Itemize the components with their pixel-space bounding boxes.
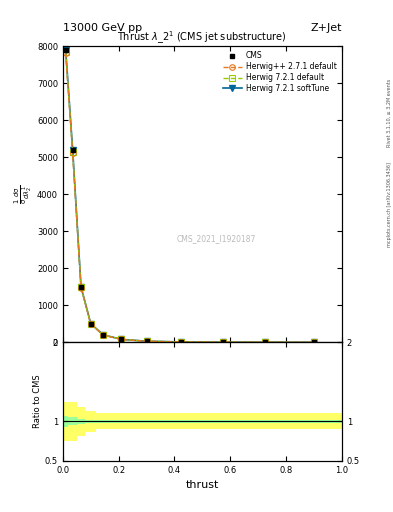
CMS — [101, 332, 106, 338]
Herwig 7.2.1 softTune — [88, 321, 93, 327]
Herwig++ 2.7.1 default — [263, 339, 268, 345]
Herwig 7.2.1 softTune — [63, 47, 68, 53]
Herwig 7.2.1 default — [119, 336, 124, 343]
Line: Herwig 7.2.1 default: Herwig 7.2.1 default — [63, 49, 317, 345]
X-axis label: thrust: thrust — [186, 480, 219, 490]
Line: CMS: CMS — [63, 47, 316, 345]
Herwig++ 2.7.1 default — [88, 321, 93, 327]
Text: mcplots.cern.ch [arXiv:1306.3436]: mcplots.cern.ch [arXiv:1306.3436] — [387, 162, 391, 247]
Herwig 7.2.1 softTune — [221, 339, 226, 345]
Herwig 7.2.1 default — [101, 332, 106, 338]
Text: Z+Jet: Z+Jet — [310, 23, 342, 33]
Herwig++ 2.7.1 default — [70, 151, 75, 157]
CMS — [179, 339, 184, 345]
Herwig 7.2.1 softTune — [79, 284, 83, 290]
CMS — [88, 321, 93, 327]
CMS — [63, 47, 68, 53]
Herwig 7.2.1 default — [263, 339, 268, 345]
Herwig++ 2.7.1 default — [79, 285, 83, 291]
Herwig 7.2.1 default — [179, 339, 184, 345]
Herwig 7.2.1 default — [70, 148, 75, 155]
Herwig 7.2.1 default — [312, 339, 316, 346]
Herwig 7.2.1 default — [79, 284, 83, 290]
CMS — [119, 336, 124, 343]
Herwig++ 2.7.1 default — [63, 50, 68, 56]
CMS — [221, 339, 226, 345]
CMS — [144, 338, 149, 344]
Herwig 7.2.1 default — [88, 321, 93, 327]
Y-axis label: $\frac{1}{\mathrm{\sigma}}\frac{d\mathrm{\sigma}}{d\lambda_2^1}$: $\frac{1}{\mathrm{\sigma}}\frac{d\mathrm… — [13, 184, 34, 204]
Y-axis label: Ratio to CMS: Ratio to CMS — [33, 375, 42, 429]
Herwig++ 2.7.1 default — [101, 332, 106, 338]
Herwig++ 2.7.1 default — [144, 338, 149, 344]
Line: Herwig 7.2.1 softTune: Herwig 7.2.1 softTune — [63, 47, 317, 345]
Text: CMS_2021_I1920187: CMS_2021_I1920187 — [177, 234, 256, 243]
Herwig 7.2.1 softTune — [119, 336, 124, 343]
Herwig++ 2.7.1 default — [312, 339, 316, 346]
CMS — [312, 339, 316, 345]
CMS — [263, 339, 268, 345]
Herwig++ 2.7.1 default — [119, 336, 124, 343]
CMS — [79, 284, 83, 290]
Herwig 7.2.1 softTune — [179, 339, 184, 345]
Legend: CMS, Herwig++ 2.7.1 default, Herwig 7.2.1 default, Herwig 7.2.1 softTune: CMS, Herwig++ 2.7.1 default, Herwig 7.2.… — [221, 50, 338, 95]
Herwig 7.2.1 default — [63, 49, 68, 55]
Herwig 7.2.1 softTune — [144, 338, 149, 344]
Herwig 7.2.1 softTune — [312, 339, 316, 345]
Herwig 7.2.1 default — [221, 339, 226, 345]
CMS — [70, 146, 75, 153]
Text: Rivet 3.1.10, ≥ 3.2M events: Rivet 3.1.10, ≥ 3.2M events — [387, 78, 391, 147]
Herwig++ 2.7.1 default — [179, 339, 184, 345]
Herwig 7.2.1 softTune — [70, 146, 75, 153]
Herwig 7.2.1 default — [144, 338, 149, 344]
Text: 13000 GeV pp: 13000 GeV pp — [63, 23, 142, 33]
Herwig++ 2.7.1 default — [221, 339, 226, 345]
Herwig 7.2.1 softTune — [263, 339, 268, 345]
Herwig 7.2.1 softTune — [101, 332, 106, 338]
Line: Herwig++ 2.7.1 default: Herwig++ 2.7.1 default — [63, 51, 317, 345]
Title: Thrust $\lambda\_2^1$ (CMS jet substructure): Thrust $\lambda\_2^1$ (CMS jet substruct… — [118, 30, 287, 46]
